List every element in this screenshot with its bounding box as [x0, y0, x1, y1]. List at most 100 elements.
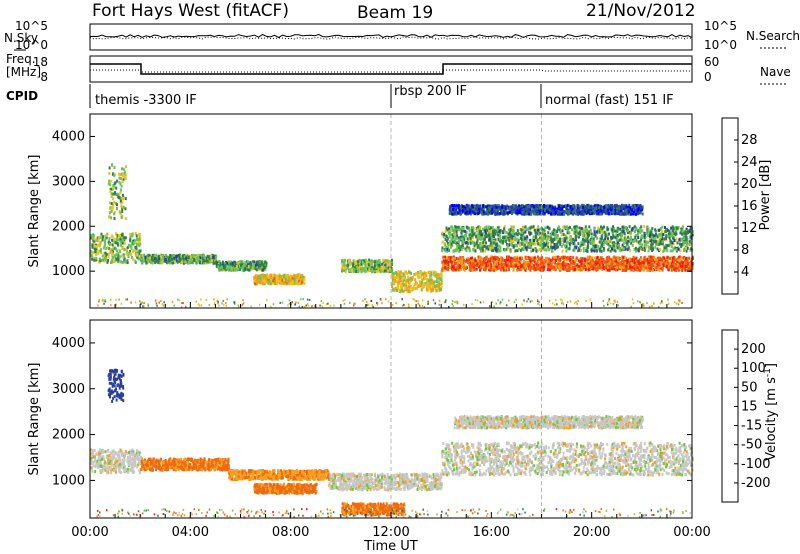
range-time-cell [141, 254, 144, 257]
range-time-cell [193, 254, 195, 258]
range-time-cell [481, 262, 484, 266]
range-time-cell [637, 236, 640, 239]
range-time-cell [111, 243, 114, 247]
nave-trace [90, 69, 692, 73]
range-time-cell [300, 278, 303, 282]
range-time-cell [649, 255, 652, 259]
range-time-cell [387, 263, 390, 267]
range-time-cell [259, 263, 262, 267]
range-time-cell [252, 262, 255, 266]
range-time-cell [122, 206, 125, 210]
range-time-cell [411, 278, 414, 282]
range-time-cell [123, 260, 126, 264]
range-time-cell [211, 253, 214, 257]
range-time-cell [91, 234, 94, 238]
range-time-cell [660, 230, 663, 234]
beam-label: Beam 19 [357, 3, 433, 23]
range-time-cell [641, 235, 644, 239]
range-time-cell [115, 247, 118, 251]
range-time-cell [678, 238, 681, 242]
range-time-cell [353, 266, 356, 270]
range-time-cell [610, 265, 613, 269]
range-time-cell [596, 266, 599, 270]
range-time-cell [485, 241, 487, 245]
range-time-cell [109, 261, 112, 264]
nsky-label: N.Sky [4, 31, 38, 45]
range-time-cell [104, 257, 107, 261]
range-time-cell [120, 214, 123, 217]
range-time-cell [462, 241, 465, 245]
range-time-cell [90, 250, 93, 254]
range-time-cell [342, 266, 345, 270]
range-time-cell [488, 234, 491, 238]
range-time-cell [189, 255, 192, 259]
range-time-cell [547, 257, 550, 261]
range-time-cell [520, 264, 522, 268]
range-time-cell [596, 258, 599, 262]
range-time-cell [179, 258, 182, 262]
range-time-cell [377, 265, 380, 269]
range-time-cell [670, 245, 673, 249]
range-time-cell [580, 227, 583, 230]
nsky-trace [89, 33, 693, 39]
range-time-cell [640, 264, 642, 268]
range-time-cell [204, 256, 207, 260]
range-time-cell [512, 229, 515, 233]
range-time-cell [124, 236, 127, 240]
range-time-cell [416, 282, 418, 286]
range-time-cell [123, 236, 126, 240]
range-time-cell [428, 279, 431, 283]
range-time-cell [138, 240, 141, 244]
range-time-cell [391, 278, 394, 282]
range-time-cell [550, 245, 553, 249]
range-time-cell [368, 268, 371, 272]
range-time-cell [398, 280, 401, 284]
range-time-cell [534, 242, 537, 246]
range-time-cell [396, 276, 399, 280]
range-time-cell [648, 261, 651, 265]
range-time-cell [516, 255, 519, 259]
range-time-cell [545, 248, 548, 252]
range-time-cell [437, 281, 440, 285]
range-time-cell [490, 230, 492, 233]
range-time-cell [111, 207, 114, 211]
range-time-cell [611, 228, 614, 232]
range-time-cell [466, 226, 469, 230]
range-time-cell [185, 260, 188, 264]
range-time-cell [132, 239, 135, 243]
range-time-cell [169, 260, 172, 264]
range-time-cell [110, 216, 113, 220]
range-time-cell [602, 239, 605, 243]
cpid-segment-1: themis -3300 IF [95, 93, 197, 108]
range-time-cell [117, 258, 120, 262]
range-time-cell [347, 265, 350, 269]
range-time-cell [422, 272, 424, 276]
range-time-cell [254, 282, 257, 286]
range-time-cell [647, 268, 650, 272]
range-time-cell [396, 289, 398, 292]
range-time-cell [466, 245, 469, 249]
range-time-cell [252, 264, 255, 268]
freq-panel-frame [89, 55, 693, 83]
range-time-cell [202, 261, 204, 265]
range-time-cell [343, 261, 346, 265]
range-time-cell [123, 242, 126, 245]
range-time-cell [229, 265, 232, 269]
range-time-cell [280, 282, 283, 286]
range-time-cell [267, 282, 270, 286]
range-time-cell [203, 261, 206, 265]
range-time-cell [471, 256, 474, 260]
range-time-cell [533, 256, 536, 260]
range-time-cell [420, 287, 423, 291]
range-time-cell [604, 260, 606, 264]
range-time-cell [612, 225, 615, 229]
range-time-cell [288, 276, 291, 280]
range-time-cell [393, 276, 396, 280]
range-time-cell [455, 257, 458, 260]
range-time-cell [111, 258, 114, 262]
range-time-cell [131, 256, 133, 259]
range-time-cell [562, 233, 565, 237]
range-time-cell [121, 201, 124, 205]
range-time-cell [418, 280, 421, 284]
range-time-cell [409, 276, 412, 280]
